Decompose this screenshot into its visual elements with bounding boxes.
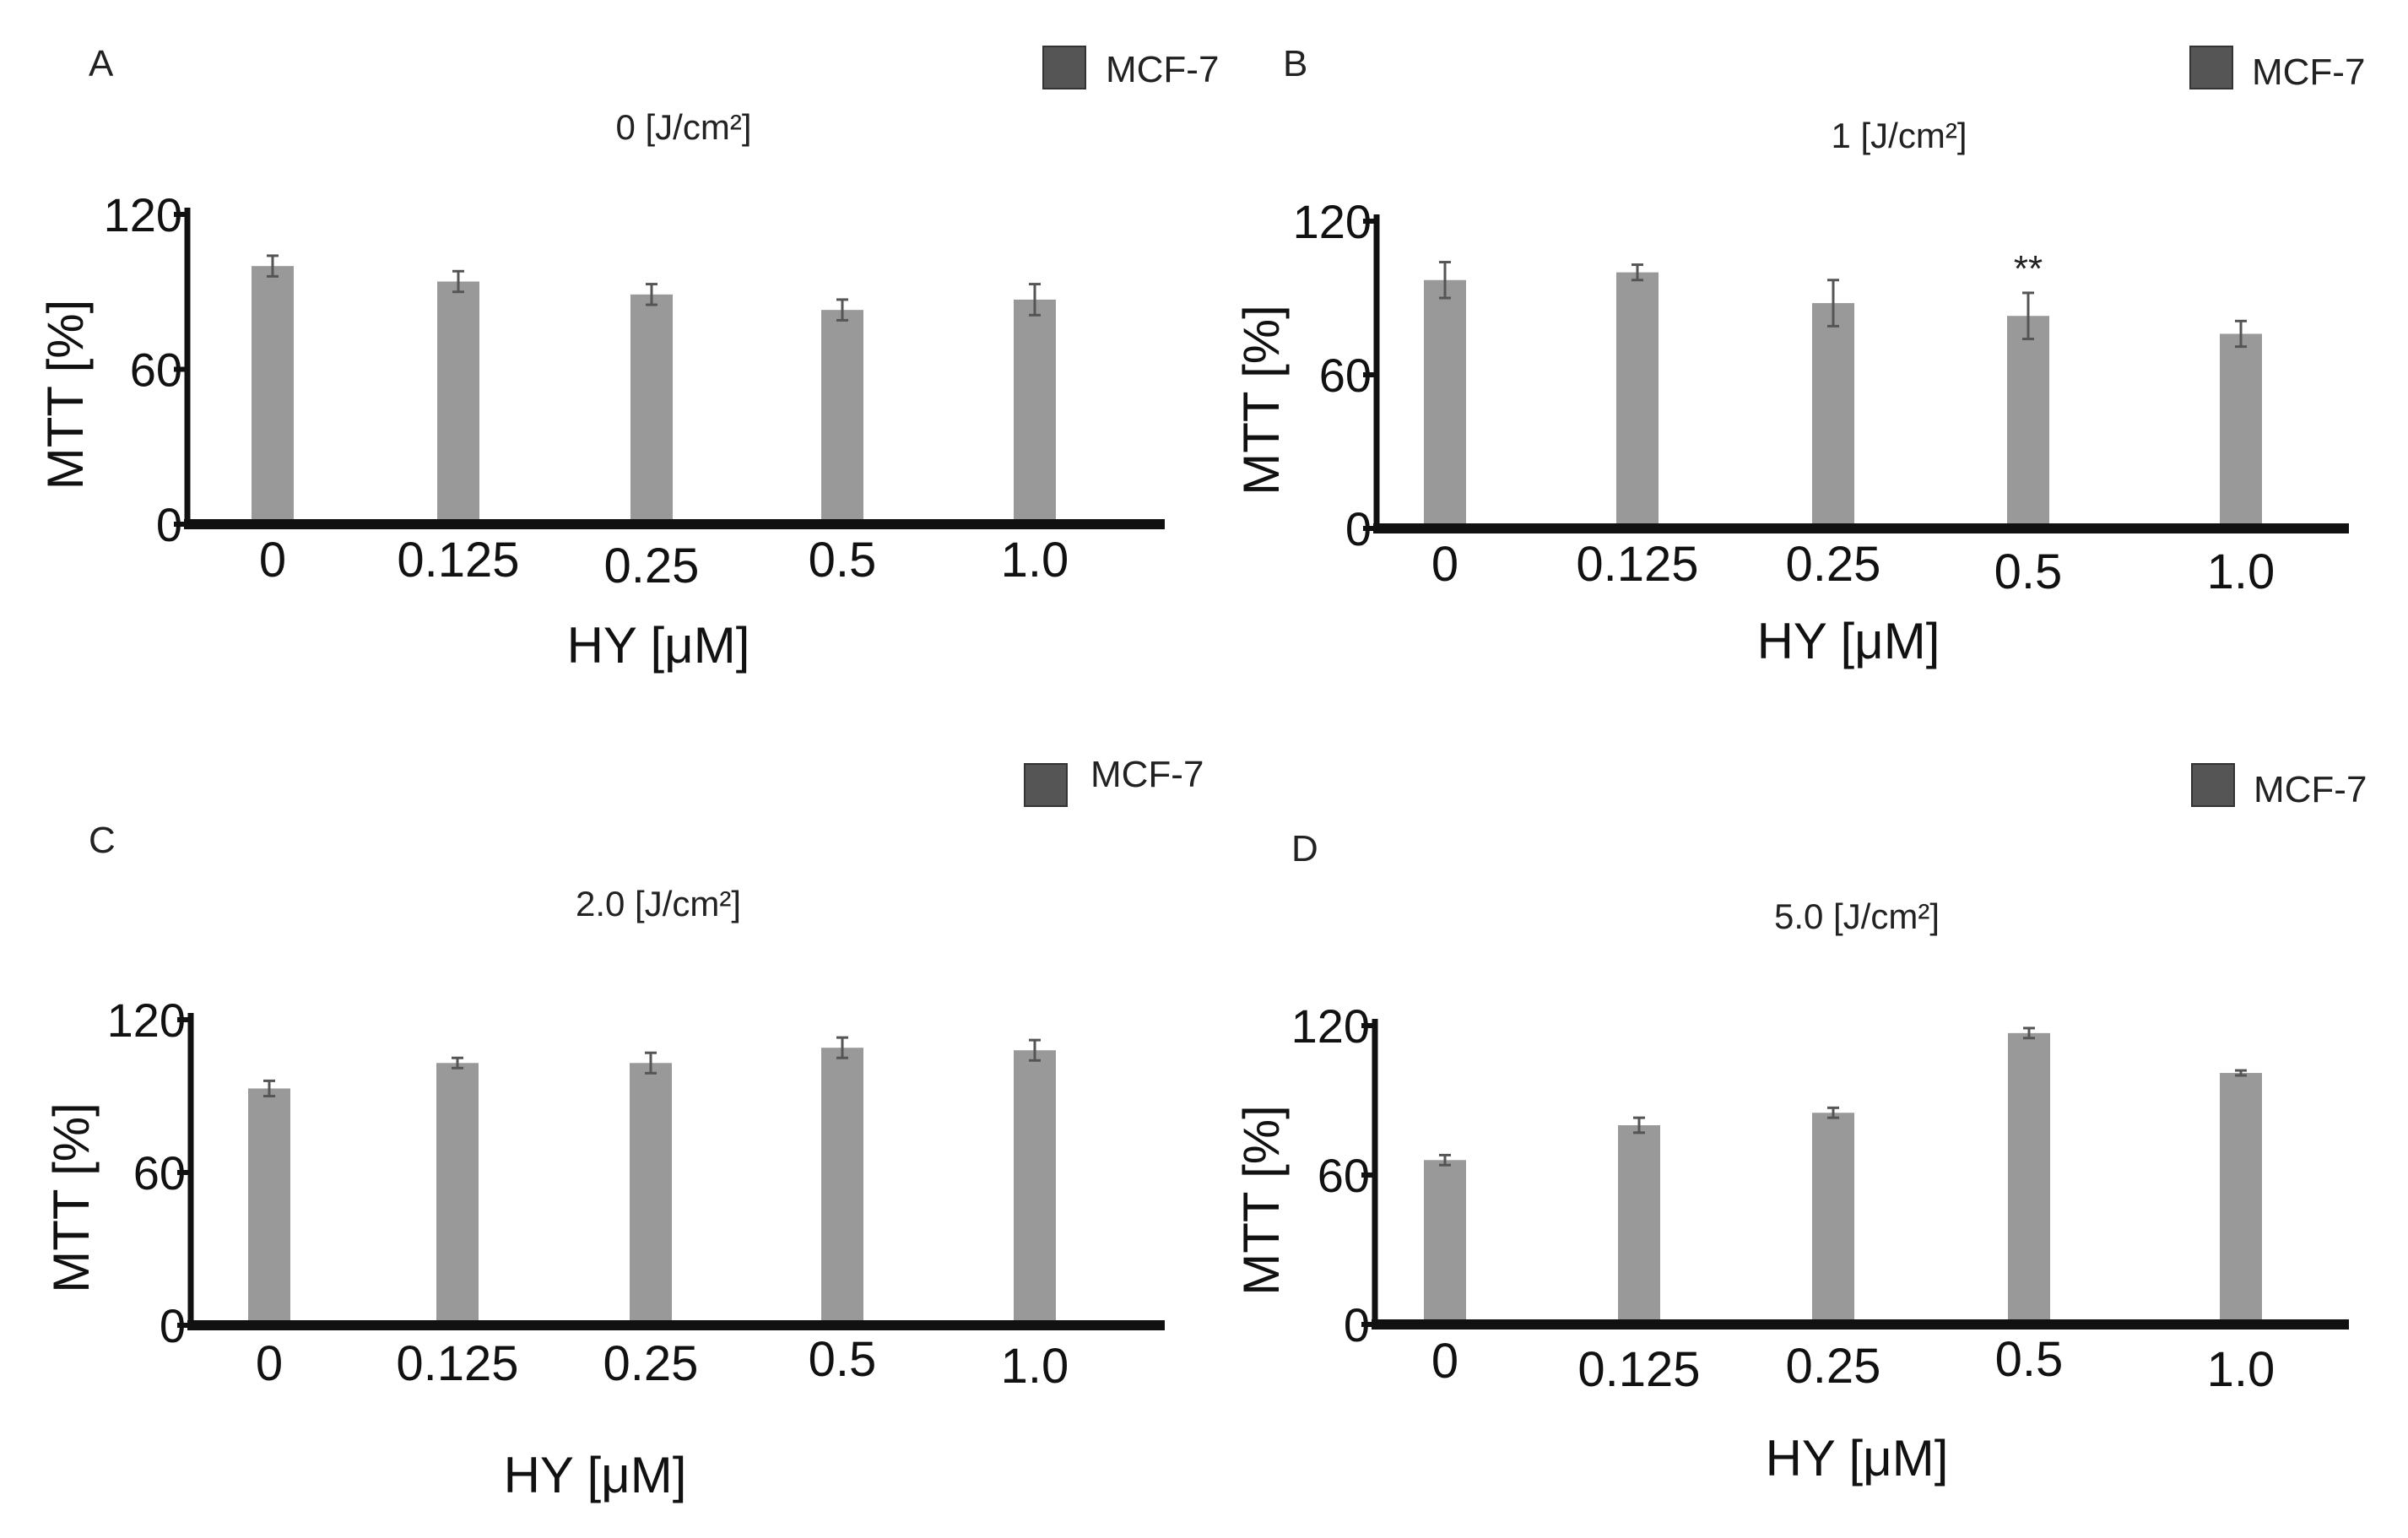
x-tick-label: 0.125	[1577, 1342, 1700, 1397]
bar	[1424, 279, 1466, 528]
y-tick-label: 60	[1319, 349, 1372, 402]
legend-label: MCF-7	[1106, 49, 1219, 90]
bar	[821, 1048, 863, 1325]
y-tick-label: 60	[133, 1146, 186, 1200]
legend-swatch	[1024, 763, 1068, 807]
x-tick-label: 0.125	[397, 533, 519, 588]
bar	[1812, 1113, 1854, 1324]
x-tick-label: 0.5	[809, 533, 877, 588]
bar	[2220, 1073, 2262, 1324]
x-tick-label: 0.25	[604, 539, 700, 593]
y-tick-label: 0	[1344, 1298, 1370, 1351]
chart-title: 1 [J/cm²]	[1831, 116, 1967, 155]
chart-title: 5.0 [J/cm²]	[1774, 896, 1940, 936]
panel-label: B	[1283, 43, 1307, 84]
bar	[437, 281, 479, 524]
bar	[1424, 1160, 1466, 1324]
chart-title: 2.0 [J/cm²]	[576, 884, 741, 923]
x-tick-label: 0.25	[1786, 537, 1881, 592]
bar	[630, 1063, 672, 1325]
x-tick-label: 0.5	[1994, 544, 2063, 599]
bar	[2007, 316, 2049, 528]
y-tick-label: 120	[104, 188, 182, 241]
x-tick-label: 1.0	[1001, 1339, 1069, 1394]
bar	[436, 1063, 479, 1325]
x-tick-label: 0.25	[603, 1336, 699, 1391]
x-tick-label: 0.5	[809, 1332, 877, 1387]
x-tick-label: 1.0	[2207, 544, 2275, 599]
y-tick-label: 0	[160, 1299, 186, 1352]
bar	[1618, 1125, 1660, 1324]
x-tick-label: 0.5	[1995, 1332, 2064, 1387]
x-tick-label: 1.0	[1001, 533, 1069, 588]
legend-label: MCF-7	[1090, 754, 1204, 795]
bar	[252, 266, 294, 524]
legend-label: MCF-7	[2252, 51, 2365, 93]
y-axis-label: MTT [%]	[37, 300, 94, 490]
legend-label: MCF-7	[2254, 769, 2367, 810]
y-tick-label: 0	[156, 498, 182, 551]
chart-panel-d: D MCF-7 5.0 [J/cm²] 0 60 120 0 0.125 0.25 0.5 1.0 H…	[1233, 763, 2367, 1487]
legend-swatch	[2191, 763, 2235, 807]
y-tick-label: 0	[1345, 502, 1372, 555]
chart-title: 0 [J/cm²]	[615, 107, 751, 147]
chart-panel-a: A MCF-7 0 [J/cm²] 0 60 120 0 0.125 0.25 0.5 1.0 HY …	[37, 43, 1219, 674]
x-axis-label: HY [μM]	[1766, 1430, 1949, 1487]
x-axis-label: HY [μM]	[567, 617, 750, 674]
x-axis-label: HY [μM]	[1757, 613, 1940, 669]
x-tick-label: 0.25	[1786, 1339, 1881, 1394]
legend-swatch	[1042, 46, 1086, 89]
bar	[1616, 272, 1659, 528]
y-tick-label: 120	[107, 994, 186, 1047]
y-tick-label: 120	[1291, 999, 1370, 1053]
bar	[248, 1088, 290, 1325]
y-tick-label: 60	[130, 344, 182, 397]
y-axis-label: MTT [%]	[1233, 1105, 1290, 1296]
panel-label: D	[1291, 828, 1318, 869]
y-tick-label: 120	[1293, 195, 1372, 248]
bar	[1014, 1050, 1056, 1325]
legend-swatch	[2189, 46, 2233, 89]
x-tick-label: 0.125	[1576, 537, 1698, 592]
x-tick-label: 0.125	[396, 1336, 518, 1391]
panel-label: C	[89, 820, 116, 861]
x-tick-label: 0	[1431, 537, 1458, 592]
y-tick-label: 60	[1318, 1149, 1370, 1202]
x-tick-label: 0	[259, 533, 286, 588]
x-tick-label: 0	[1431, 1334, 1458, 1389]
y-axis-label: MTT [%]	[1233, 305, 1290, 496]
chart-panel-b: B MCF-7 1 [J/cm²] ** 0 60 120 0 0.125 0.25 0.5 1.0 H…	[1233, 43, 2365, 669]
x-axis-label: HY [μM]	[504, 1447, 687, 1503]
bar	[630, 294, 673, 524]
bar	[2008, 1032, 2050, 1324]
bar	[1014, 299, 1056, 524]
bar	[1812, 303, 1854, 528]
x-tick-label: 0	[256, 1336, 283, 1391]
bar	[821, 310, 863, 524]
x-tick-label: 1.0	[2207, 1342, 2275, 1397]
panel-label: A	[89, 43, 114, 84]
chart-panel-c: C MCF-7 2.0 [J/cm²] 0 60 120 0 0.125 0.25 0.5 1.0 H…	[43, 754, 1204, 1503]
significance-marker: **	[2014, 248, 2043, 290]
y-axis-label: MTT [%]	[43, 1102, 100, 1293]
bar	[2220, 333, 2262, 528]
